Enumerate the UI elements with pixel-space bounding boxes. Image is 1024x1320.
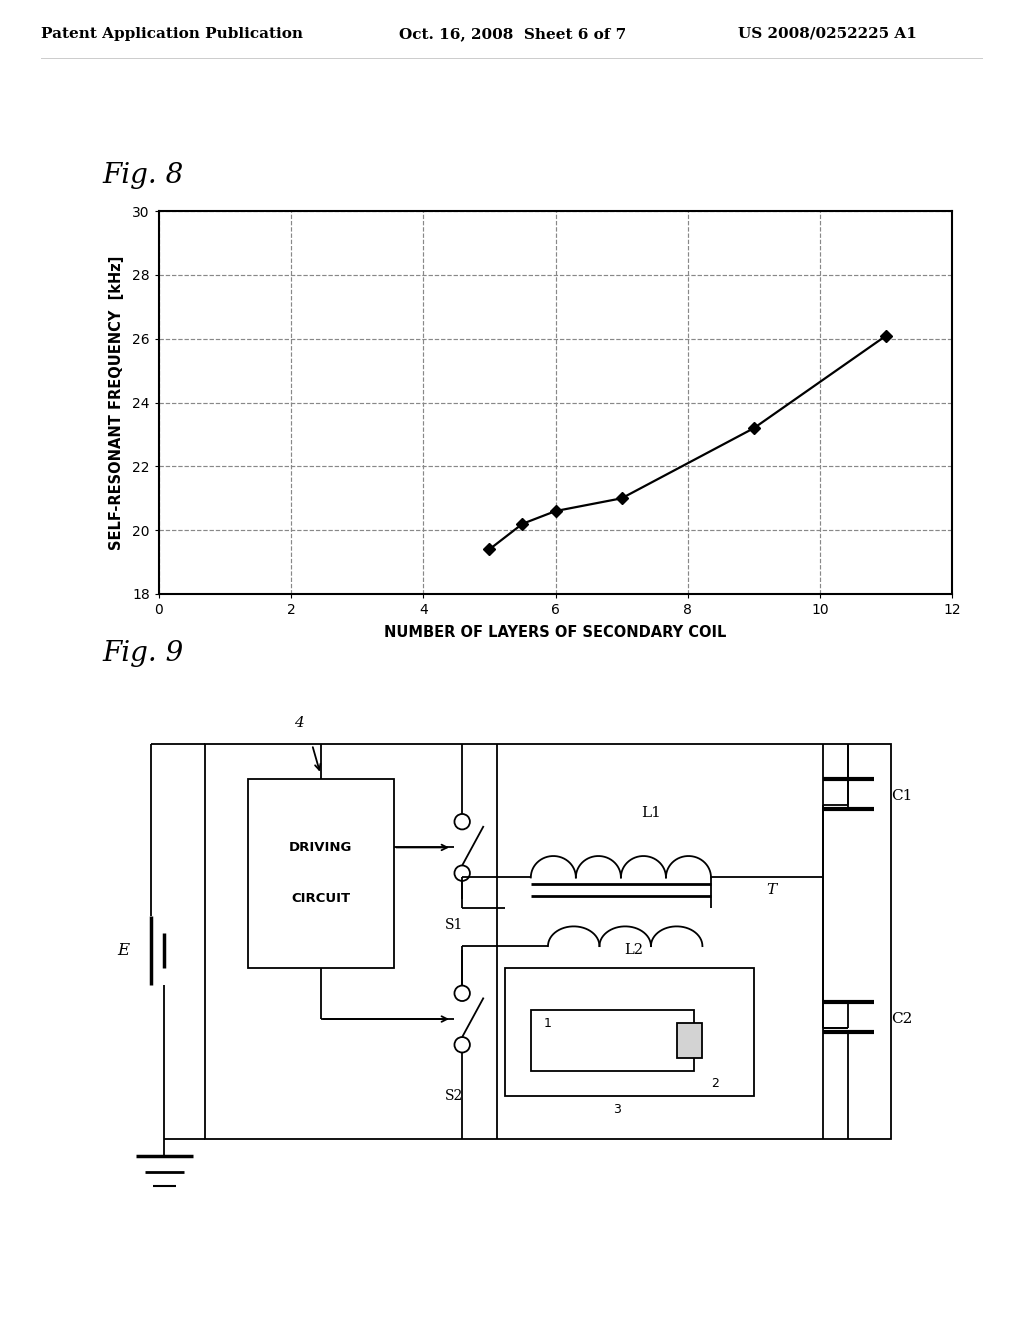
Y-axis label: SELF-RESONANT FREQUENCY  [kHz]: SELF-RESONANT FREQUENCY [kHz] <box>109 255 124 550</box>
Text: S2: S2 <box>444 1089 463 1104</box>
Bar <box>205 744 891 1139</box>
Text: L1: L1 <box>641 807 660 820</box>
Text: Fig. 9: Fig. 9 <box>102 640 183 667</box>
Bar <box>505 968 754 1096</box>
Text: CIRCUIT: CIRCUIT <box>291 892 350 906</box>
Text: C1: C1 <box>891 789 912 803</box>
Text: US 2008/0252225 A1: US 2008/0252225 A1 <box>738 26 916 41</box>
Text: Fig. 8: Fig. 8 <box>102 162 183 189</box>
Bar <box>248 779 393 968</box>
Text: S1: S1 <box>444 917 463 932</box>
Text: 1: 1 <box>544 1016 552 1030</box>
Text: DRIVING: DRIVING <box>289 841 352 854</box>
Text: 4: 4 <box>294 715 303 730</box>
Text: 3: 3 <box>612 1102 621 1115</box>
Bar <box>677 1023 702 1057</box>
Text: Patent Application Publication: Patent Application Publication <box>41 26 303 41</box>
Text: C2: C2 <box>891 1012 912 1026</box>
X-axis label: NUMBER OF LAYERS OF SECONDARY COIL: NUMBER OF LAYERS OF SECONDARY COIL <box>384 626 727 640</box>
Text: Oct. 16, 2008  Sheet 6 of 7: Oct. 16, 2008 Sheet 6 of 7 <box>399 26 627 41</box>
Text: E: E <box>117 942 129 958</box>
Text: 2: 2 <box>712 1077 719 1090</box>
Text: T: T <box>766 883 776 898</box>
Text: L2: L2 <box>625 944 643 957</box>
Bar <box>530 1011 694 1071</box>
